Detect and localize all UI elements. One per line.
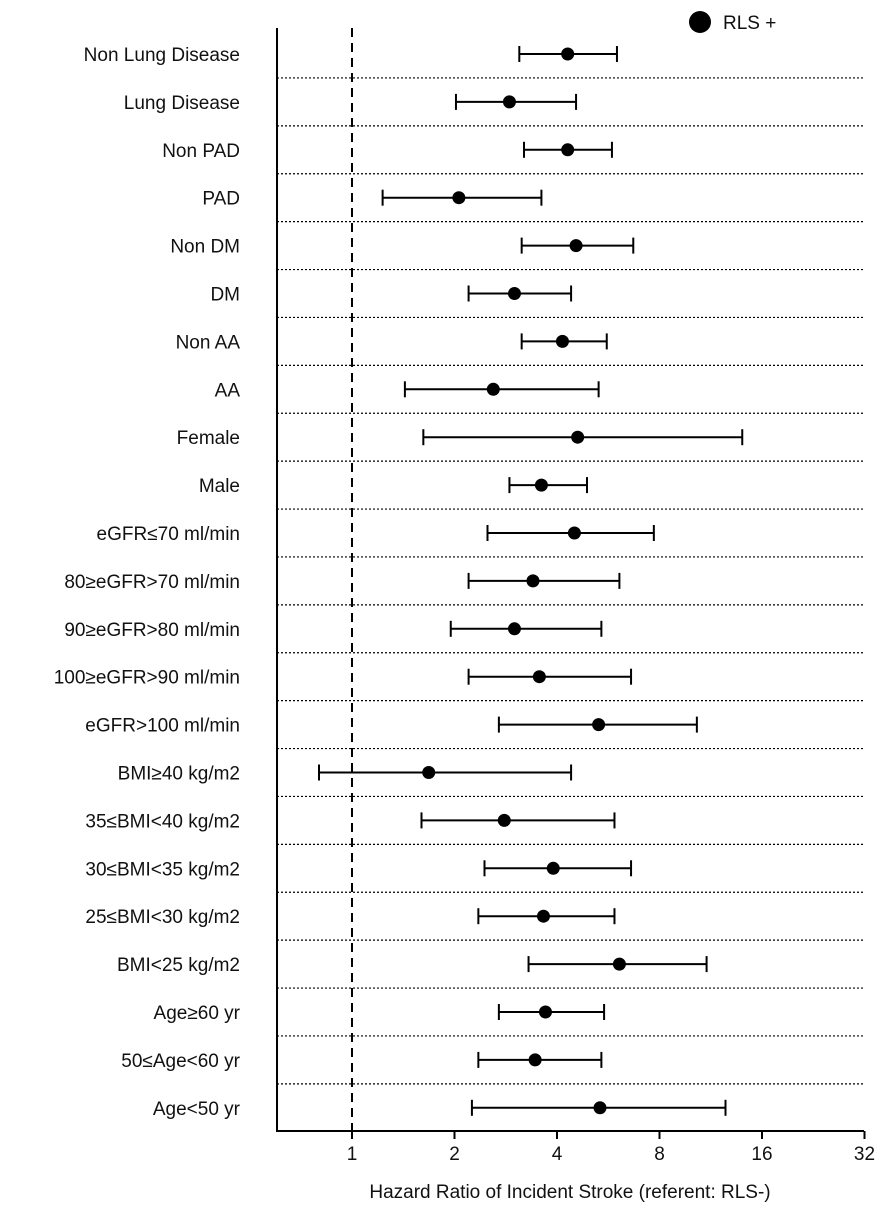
row-label: 100≥eGFR>90 ml/min xyxy=(54,668,240,689)
hr-point xyxy=(561,143,575,157)
hr-point xyxy=(502,95,516,109)
legend-marker xyxy=(689,11,711,33)
hr-point xyxy=(486,382,500,396)
hr-point xyxy=(532,670,546,684)
row-labels: Non Lung Disease Lung Disease Non PAD PAD No… xyxy=(54,45,241,1120)
legend: RLS + xyxy=(689,11,776,34)
row-label: eGFR≤70 ml/min xyxy=(97,524,240,545)
x-tick-label: 32 xyxy=(854,1144,875,1165)
row-label: PAD xyxy=(202,189,240,210)
x-tick-label: 16 xyxy=(751,1144,772,1165)
row-label: 50≤Age<60 yr xyxy=(121,1051,240,1072)
hr-point xyxy=(422,766,436,779)
row-label: AA xyxy=(215,380,241,401)
hr-point xyxy=(538,1005,552,1019)
hr-point xyxy=(546,861,560,875)
row-label: DM xyxy=(210,285,240,306)
row-label: BMI<25 kg/m2 xyxy=(117,955,240,976)
hr-point xyxy=(507,287,521,300)
row-label: BMI≥40 kg/m2 xyxy=(118,764,240,785)
hr-point xyxy=(497,813,511,827)
hr-point xyxy=(555,334,569,348)
hr-point xyxy=(536,909,550,923)
hr-point xyxy=(567,526,581,540)
x-axis-title: Hazard Ratio of Incident Stroke (referen… xyxy=(369,1182,770,1203)
row-label: Non Lung Disease xyxy=(84,45,240,66)
hr-point xyxy=(528,1053,542,1067)
x-tick-label: 1 xyxy=(347,1144,358,1165)
legend-label: RLS + xyxy=(723,13,776,34)
hr-point xyxy=(507,622,521,636)
hr-point xyxy=(592,718,606,732)
hr-point xyxy=(571,430,585,444)
row-label: Non PAD xyxy=(162,141,240,162)
row-label: 30≤BMI<35 kg/m2 xyxy=(85,859,240,880)
hr-point xyxy=(612,957,626,971)
row-label: Lung Disease xyxy=(124,93,240,114)
row-label: Age<50 yr xyxy=(153,1099,241,1120)
row-label: 80≥eGFR>70 ml/min xyxy=(64,572,240,593)
data-marks xyxy=(318,46,744,1116)
hr-point xyxy=(534,478,548,492)
row-label: Male xyxy=(199,476,240,497)
row-label: Non AA xyxy=(176,332,241,353)
hr-point xyxy=(526,574,540,588)
hr-point xyxy=(561,47,575,61)
row-label: Age≥60 yr xyxy=(154,1003,241,1024)
hr-point xyxy=(569,239,583,253)
x-tick-label: 2 xyxy=(449,1144,460,1165)
row-label: Non DM xyxy=(170,237,240,258)
x-axis-ticks: 1 2 4 8 16 32 xyxy=(347,1131,875,1165)
row-label: 35≤BMI<40 kg/m2 xyxy=(85,811,240,832)
row-label: Female xyxy=(177,428,240,449)
row-label: eGFR>100 ml/min xyxy=(85,716,240,737)
row-separators xyxy=(277,77,864,1085)
row-label: 90≥eGFR>80 ml/min xyxy=(64,620,240,641)
x-tick-label: 4 xyxy=(552,1144,563,1165)
hr-point xyxy=(593,1101,607,1115)
x-tick-label: 8 xyxy=(654,1144,665,1165)
hr-point xyxy=(452,191,466,205)
row-label: 25≤BMI<30 kg/m2 xyxy=(85,907,240,928)
